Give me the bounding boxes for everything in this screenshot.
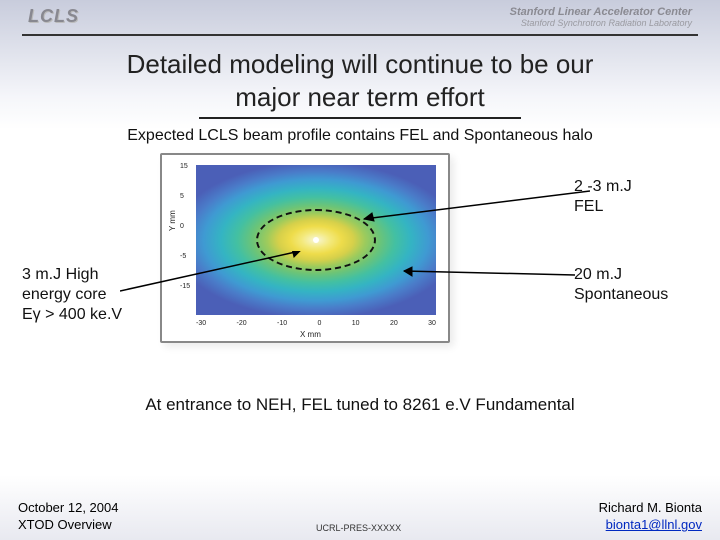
y-axis-label: Y mm (168, 210, 177, 231)
xtick: -10 (277, 320, 287, 327)
stanford-linac-text: Stanford Linear Accelerator Center (510, 6, 692, 18)
ann-line: Spontaneous (574, 285, 714, 305)
xtick: 0 (318, 320, 322, 327)
footer-date: October 12, 2004 (18, 499, 118, 517)
arrow-core-to-center (120, 251, 320, 311)
title-line-2: major near term effort (235, 82, 485, 112)
ann-line: FEL (574, 197, 694, 217)
xtick: -30 (196, 320, 206, 327)
footer-right: Richard M. Bionta bionta1@llnl.gov (599, 499, 702, 534)
ytick: 15 (180, 163, 190, 193)
xtick: 30 (428, 320, 436, 327)
ytick: 0 (180, 223, 190, 253)
figure-caption: At entrance to NEH, FEL tuned to 8261 e.… (0, 395, 720, 415)
center-marker (313, 237, 319, 243)
xtick: 10 (352, 320, 360, 327)
title-underline (199, 117, 521, 119)
footer-author: Richard M. Bionta (599, 499, 702, 517)
slide-footer: October 12, 2004 XTOD Overview UCRL-PRES… (0, 495, 720, 540)
xtick: 20 (390, 320, 398, 327)
footer-docnum: UCRL-PRES-XXXXX (316, 522, 401, 534)
heatmap-plot: Y mm 15 5 0 -5 -15 -30 -20 -10 0 10 20 3… (160, 153, 450, 343)
x-axis-label: X mm (300, 330, 321, 339)
ytick: 5 (180, 193, 190, 223)
ssrl-text: Stanford Synchrotron Radiation Laborator… (510, 18, 692, 28)
ann-line: 2 -3 m.J (574, 177, 694, 197)
arrow-fel-to-ellipse (360, 187, 590, 227)
annotation-spontaneous: 20 m.J Spontaneous (574, 265, 714, 305)
footer-left: October 12, 2004 XTOD Overview (18, 499, 118, 534)
title-line-1: Detailed modeling will continue to be ou… (127, 49, 594, 79)
ann-line: 20 m.J (574, 265, 714, 285)
xtick: -20 (237, 320, 247, 327)
beam-profile-figure: Y mm 15 5 0 -5 -15 -30 -20 -10 0 10 20 3… (0, 151, 720, 371)
slide-title: Detailed modeling will continue to be ou… (0, 36, 720, 117)
subtitle: Expected LCLS beam profile contains FEL … (0, 127, 720, 145)
arrow-spont-to-halo (400, 261, 580, 291)
lcls-logo: LCLS (28, 6, 79, 28)
stanford-affiliation: Stanford Linear Accelerator Center Stanf… (510, 6, 692, 28)
footer-subject: XTOD Overview (18, 516, 118, 534)
footer-email-link[interactable]: bionta1@llnl.gov (606, 517, 702, 532)
x-axis-ticks: -30 -20 -10 0 10 20 30 (196, 320, 436, 327)
annotation-fel: 2 -3 m.J FEL (574, 177, 694, 217)
slide-header: LCLS Stanford Linear Accelerator Center … (0, 0, 720, 32)
